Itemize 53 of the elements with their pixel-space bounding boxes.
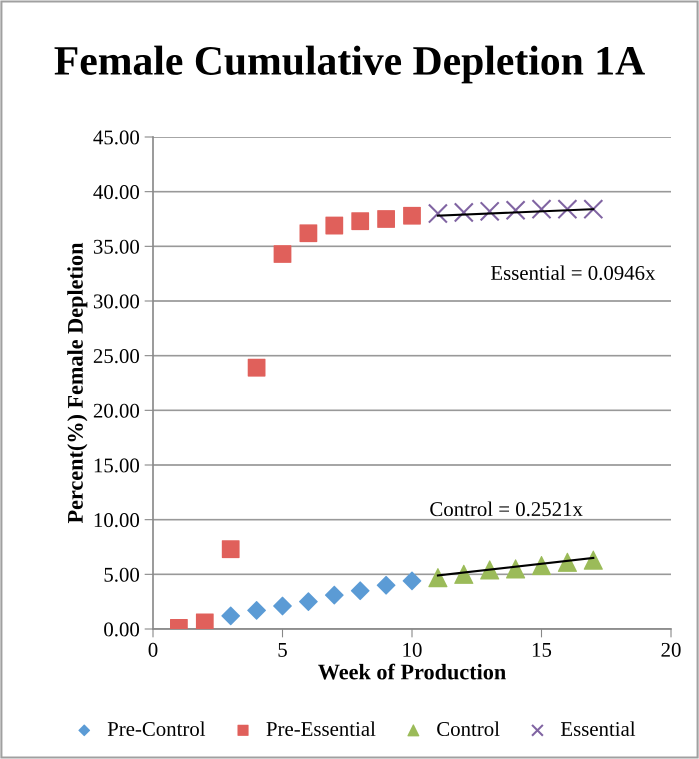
- point: [377, 210, 395, 228]
- legend-label: Control: [437, 721, 500, 736]
- point: [428, 203, 448, 224]
- point: [531, 199, 552, 220]
- point: [584, 550, 603, 570]
- point: [221, 606, 240, 626]
- point: [403, 206, 421, 225]
- point: [325, 216, 344, 234]
- x-axis-title: Week of Production: [318, 664, 506, 680]
- point: [454, 202, 474, 223]
- point: [351, 212, 370, 230]
- point: [273, 596, 292, 616]
- point: [324, 586, 344, 604]
- legend-label: Pre-Essential: [266, 721, 376, 736]
- x-tick-label: 10: [403, 642, 422, 657]
- annotation: Essential = 0.0946x: [490, 265, 656, 280]
- point: [454, 564, 474, 584]
- y-tick-label: 10.00: [94, 513, 140, 528]
- point: [557, 199, 578, 220]
- point: [428, 568, 448, 588]
- y-tick-label: 45.00: [93, 130, 140, 145]
- point: [350, 581, 370, 600]
- x-tick-label: 15: [532, 642, 552, 657]
- x-tick-label: 5: [278, 643, 287, 657]
- point: [506, 559, 526, 578]
- y-tick-label: 25.00: [94, 349, 140, 364]
- point: [248, 358, 266, 377]
- annotation: Control = 0.2521x: [430, 501, 583, 516]
- point: [300, 224, 318, 242]
- y-axis-title: Percent(%) Female Depletion: [67, 242, 88, 524]
- point: [376, 576, 396, 595]
- y-tick-label: 5.00: [104, 568, 140, 582]
- point: [196, 614, 214, 629]
- y-tick-label: 0.00: [104, 622, 140, 637]
- y-tick-label: 15.00: [94, 458, 140, 473]
- point: [583, 199, 604, 220]
- legend-label: Pre-Control: [108, 721, 206, 736]
- point: [299, 592, 318, 612]
- x-tick-label: 0: [148, 642, 158, 657]
- point: [247, 601, 266, 620]
- y-tick-label: 30.00: [94, 294, 140, 309]
- point: [480, 201, 500, 222]
- y-tick-label: 40.00: [93, 185, 140, 200]
- point: [558, 552, 577, 572]
- x-tick-label: 20: [662, 642, 681, 657]
- point: [402, 572, 422, 590]
- y-tick-label: 20.00: [94, 404, 140, 418]
- point: [506, 200, 526, 220]
- point: [274, 245, 292, 263]
- legend-label: Essential: [560, 721, 636, 736]
- point: [222, 540, 240, 558]
- chart-title: Female Cumulative Depletion 1A: [54, 46, 645, 84]
- y-tick-label: 35.00: [94, 240, 140, 254]
